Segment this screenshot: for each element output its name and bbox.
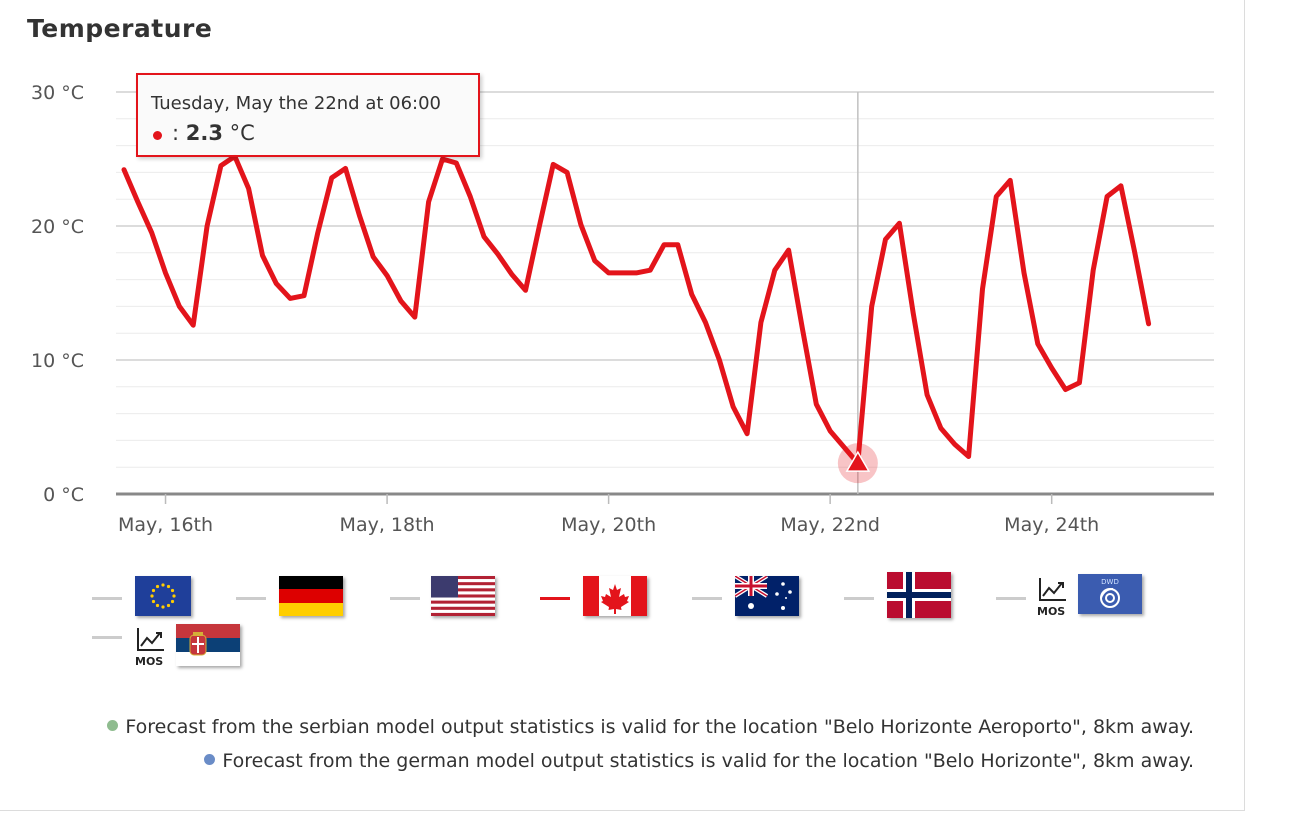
temperature-panel: Temperature 30 °C 20 °C 10 °C 0 °C May, 16t… [0,0,1245,811]
usa-flag-icon [431,576,495,616]
us-stripe [431,603,495,607]
blue-dot-icon [204,754,216,765]
x-tick-label: May, 16th [118,514,213,536]
legend-line [390,597,420,600]
legend-line [692,597,722,600]
us-stripe [431,609,495,614]
canada-flag-icon [583,576,647,616]
legend-line [92,636,122,639]
mos-label: MOS [1037,605,1065,618]
y-tick-label: 10 °C [31,350,84,372]
tooltip-value: 2.3 [185,121,223,145]
dwd-flag-icon: DWD [1078,574,1142,614]
eu-star [170,588,175,593]
legend-line [996,597,1026,600]
germany-flag-icon [279,576,343,616]
eu-star [150,594,154,598]
eu-star [161,605,165,609]
x-tick-label: May, 18th [340,514,435,536]
us-stripe [431,579,495,583]
x-tick-label: May, 20th [561,514,656,536]
norway-flag-icon [887,572,951,618]
us-stripe [431,582,495,586]
x-tick-label: May, 22nd [780,514,880,536]
eu-flag-icon [135,576,191,616]
eu-star [166,603,171,608]
legend-line-active [540,597,570,600]
note-serbian-mos: Forecast from the serbian model output s… [107,716,1194,738]
serbia-flag-icon [176,624,240,666]
series-line-canadian[interactable] [121,153,1152,466]
legend-line [844,597,874,600]
note-text: Forecast from the german model output st… [222,750,1194,772]
eu-star [172,594,176,598]
eu-star [155,603,160,608]
us-stripe [431,585,495,589]
green-dot-icon [107,720,119,731]
eu-star [161,583,165,587]
us-stripe [431,600,495,604]
legend-line [236,597,266,600]
y-axis-labels: 30 °C 20 °C 10 °C 0 °C [31,82,84,506]
mos-label: MOS [135,655,163,668]
mos-chart-icon: MOS [1034,574,1074,620]
y-tick-label: 30 °C [31,82,84,104]
tooltip-unit: °C [222,121,255,145]
tooltip-series-dot [153,131,162,140]
eu-star [151,599,156,604]
tooltip: Tuesday, May the 22nd at 06:00 : 2.3 °C [136,73,480,157]
mos-chart-icon: MOS [132,624,172,670]
tooltip-header: Tuesday, May the 22nd at 06:00 [151,93,442,114]
eu-star [151,588,156,593]
temperature-chart[interactable]: 30 °C20 °C10 °C0 °C May, 16th May, 18th Ma… [0,0,1244,560]
eu-star [170,599,175,604]
us-stripe [431,588,495,592]
dwd-badge-label: DWD [1101,578,1119,586]
note-text: Forecast from the serbian model output s… [125,716,1194,738]
eu-star [155,584,160,589]
hover-triangle-icon [845,450,871,472]
note-german-mos: Forecast from the german model output st… [204,750,1194,772]
us-stripe [431,591,495,595]
minor-gridlines [116,118,1214,468]
tooltip-separator: : [172,121,186,145]
y-tick-label: 0 °C [43,484,84,506]
australia-flag-icon [735,576,799,616]
y-tick-label: 20 °C [31,216,84,238]
tooltip-value-row: : 2.3 °C [172,121,255,145]
legend-line [92,597,122,600]
chart-title: Temperature [27,14,213,43]
us-stripe [431,597,495,601]
eu-star [166,584,171,589]
x-axis: May, 16th May, 18th May, 20th May, 22nd May,… [116,492,1214,536]
hover-marker[interactable] [837,443,878,484]
us-stripe [431,576,495,580]
us-stripe [431,606,495,611]
us-stripe [431,612,495,616]
us-stripe [431,594,495,598]
x-tick-label: May, 24th [1004,514,1099,536]
